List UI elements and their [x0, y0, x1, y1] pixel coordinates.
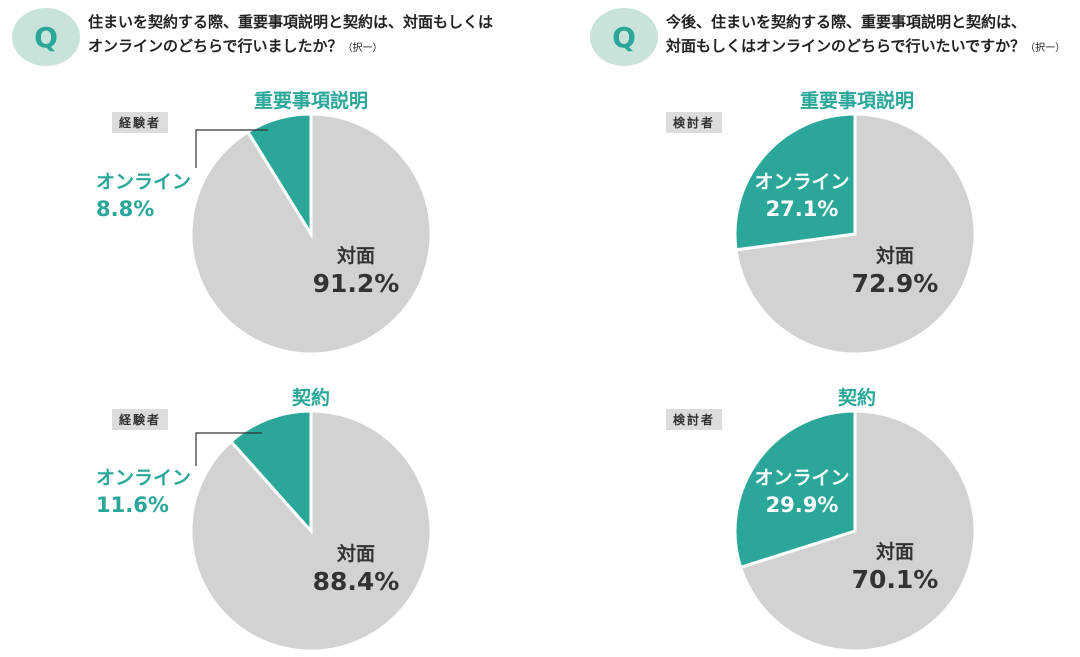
question-line-2: オンラインのどちらで行いましたか？ — [88, 37, 343, 55]
online-value-label: 27.1% — [766, 197, 839, 221]
online-value-label: 29.9% — [766, 493, 839, 517]
pie-slice-online — [733, 409, 857, 570]
pie-slice-face — [738, 409, 977, 653]
group-tag-tr: 検討者 — [666, 112, 723, 133]
face-label: 対面 — [875, 540, 914, 563]
question-text-right: 今後、住まいを契約する際、重要事項説明と契約は、 対面もしくはオンラインのどちら… — [666, 10, 1065, 61]
face-value-label: 88.4% — [313, 567, 400, 596]
face-value-label: 72.9% — [852, 269, 939, 298]
face-value-label: 91.2% — [313, 269, 400, 298]
online-label: オンライン — [96, 171, 191, 193]
question-badge-left: Q — [12, 8, 80, 66]
face-value-label: 70.1% — [852, 565, 939, 594]
group-tag-bl: 経験者 — [112, 409, 169, 430]
leader-line — [195, 129, 268, 168]
question-note: （択一） — [1025, 43, 1066, 54]
group-tag-tl: 経験者 — [112, 112, 169, 133]
online-value-label: 11.6% — [96, 493, 169, 517]
question-line-1: 今後、住まいを契約する際、重要事項説明と契約は、 — [666, 13, 1027, 31]
online-label: オンライン — [754, 171, 849, 193]
leader-line — [195, 432, 262, 466]
chart-title-tr: 重要事項説明 — [799, 90, 914, 112]
chart-title-br: 契約 — [837, 387, 876, 409]
face-label: 対面 — [336, 542, 375, 565]
online-value-label: 8.8% — [96, 197, 154, 221]
question-line-2: 対面もしくはオンラインのどちらで行いたいですか？ — [666, 37, 1026, 55]
question-badge-label: Q — [34, 20, 58, 54]
question-badge-right: Q — [590, 8, 658, 66]
pie-slice-online — [228, 409, 313, 535]
group-tag-br: 検討者 — [666, 409, 723, 430]
face-label: 対面 — [336, 244, 375, 267]
chart-title-tl: 重要事項説明 — [253, 90, 368, 112]
pie-slice-online — [733, 112, 857, 252]
question-line-1: 住まいを契約する際、重要事項説明と契約は、対面もしくは — [88, 13, 494, 31]
question-text-left: 住まいを契約する際、重要事項説明と契約は、対面もしくは オンラインのどちらで行い… — [88, 10, 493, 61]
chart-title-bl: 契約 — [291, 387, 330, 409]
face-label: 対面 — [875, 244, 914, 267]
question-badge-label: Q — [612, 20, 636, 54]
online-label: オンライン — [96, 467, 191, 489]
question-note: （択一） — [342, 43, 383, 54]
online-label: オンライン — [754, 467, 849, 489]
pie-slice-online — [245, 112, 313, 240]
